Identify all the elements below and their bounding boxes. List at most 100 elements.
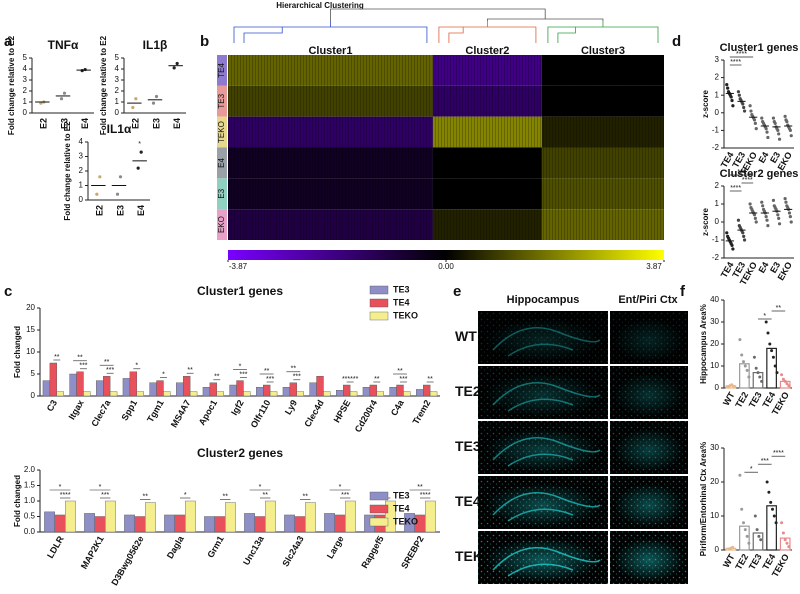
bar [343,384,351,397]
data-point [747,541,751,545]
x-tick-label: E2 [95,205,105,216]
data-point [764,320,768,324]
bar [124,514,136,533]
legend-label: TE3 [393,490,410,500]
data-point [131,105,135,110]
image-row-label: TE2 [455,383,481,399]
bar [269,391,278,397]
bar [182,376,191,397]
bar [134,516,146,533]
sig-label: * [339,484,342,491]
data-point [731,545,735,549]
cluster-label: Cluster3 [581,45,625,57]
sig-label: * [138,141,141,148]
bar [369,384,378,397]
sig-label: * [59,484,62,491]
chart-title: Cluster1 genes [720,42,799,54]
legend-swatch [369,517,389,527]
sig-label: ** [374,376,380,383]
panel-letter: c [4,283,12,300]
bar [144,502,156,533]
bar [323,391,331,397]
y-tick-label: 1 [715,199,720,208]
x-tick-label: Slc24a3 [280,534,305,568]
bar [174,514,186,533]
cluster-label: Cluster2 [465,45,509,57]
y-tick-label: 1 [79,181,84,190]
data-point [766,224,770,228]
bar [176,382,184,397]
data-point [756,371,760,375]
y-tick-label: 0 [79,195,84,204]
bar [334,514,346,533]
row-group-bar [217,178,227,210]
row-group-bar [217,116,227,148]
bar [164,514,175,533]
data-point [80,69,84,73]
bar [244,513,255,533]
data-point [784,200,788,204]
data-point [154,94,159,99]
data-point [775,371,779,375]
data-point [754,220,758,224]
sig-label: **** [60,492,71,499]
y-tick-label: 0 [715,545,720,554]
sig-label: ** [222,493,228,500]
y-tick-label: 2 [715,73,720,82]
data-point [741,102,745,106]
legend-label: TE4 [393,297,410,307]
sig-label: *** [239,371,247,378]
y-tick-label: 0.0 [24,527,36,536]
sig-label: ** [214,374,220,381]
hippocampus-outline [492,492,601,522]
data-point [59,97,64,101]
data-point [741,231,745,235]
bar [309,382,317,397]
data-point [726,86,730,90]
data-point [770,349,774,353]
bar [109,391,118,397]
bar [156,380,164,397]
data-point [742,521,745,525]
bar [42,380,51,397]
panel-letter: a [4,33,13,50]
dendrogram [547,21,659,43]
sig-label: ** [397,368,403,375]
bar [423,384,431,397]
legend-swatch [369,298,389,308]
bar [102,376,111,397]
sig-label: *** [79,363,87,370]
row-group-bar [217,55,227,86]
sig-label: *** [106,367,114,374]
sig-label: *** [101,492,109,499]
micrograph-glow [484,318,602,363]
sig-label: ** [187,367,193,374]
sig-label: *** [761,458,769,465]
data-point [785,120,789,124]
y-tick-label: 0 [715,383,720,392]
legend-swatch [369,285,389,295]
data-point [781,377,785,381]
data-point [788,215,792,219]
panel-letter: f [680,283,686,300]
x-tick-label: Apoc1 [197,398,219,427]
micrograph-glow [613,538,685,583]
y-tick-label: 0.5 [24,512,36,521]
y-tick-label: 1.5 [24,481,36,490]
y-axis-label: Fold changed [13,475,22,527]
y-tick-label: 1 [715,90,720,99]
sig-label: * [162,371,165,378]
y-tick-label: 3 [115,75,120,84]
bar [129,371,138,397]
row-group-bar [217,209,227,240]
data-point [753,216,757,220]
bar [96,380,104,397]
sig-label: **** [420,492,431,499]
bar [64,500,76,533]
sig-label: *** [737,169,745,176]
chart-title: Cluster1 genes [197,284,283,298]
data-point [787,211,792,215]
chart-title: IL1α [107,122,132,136]
chart-title: Cluster2 genes [197,446,283,460]
data-point [748,104,752,108]
